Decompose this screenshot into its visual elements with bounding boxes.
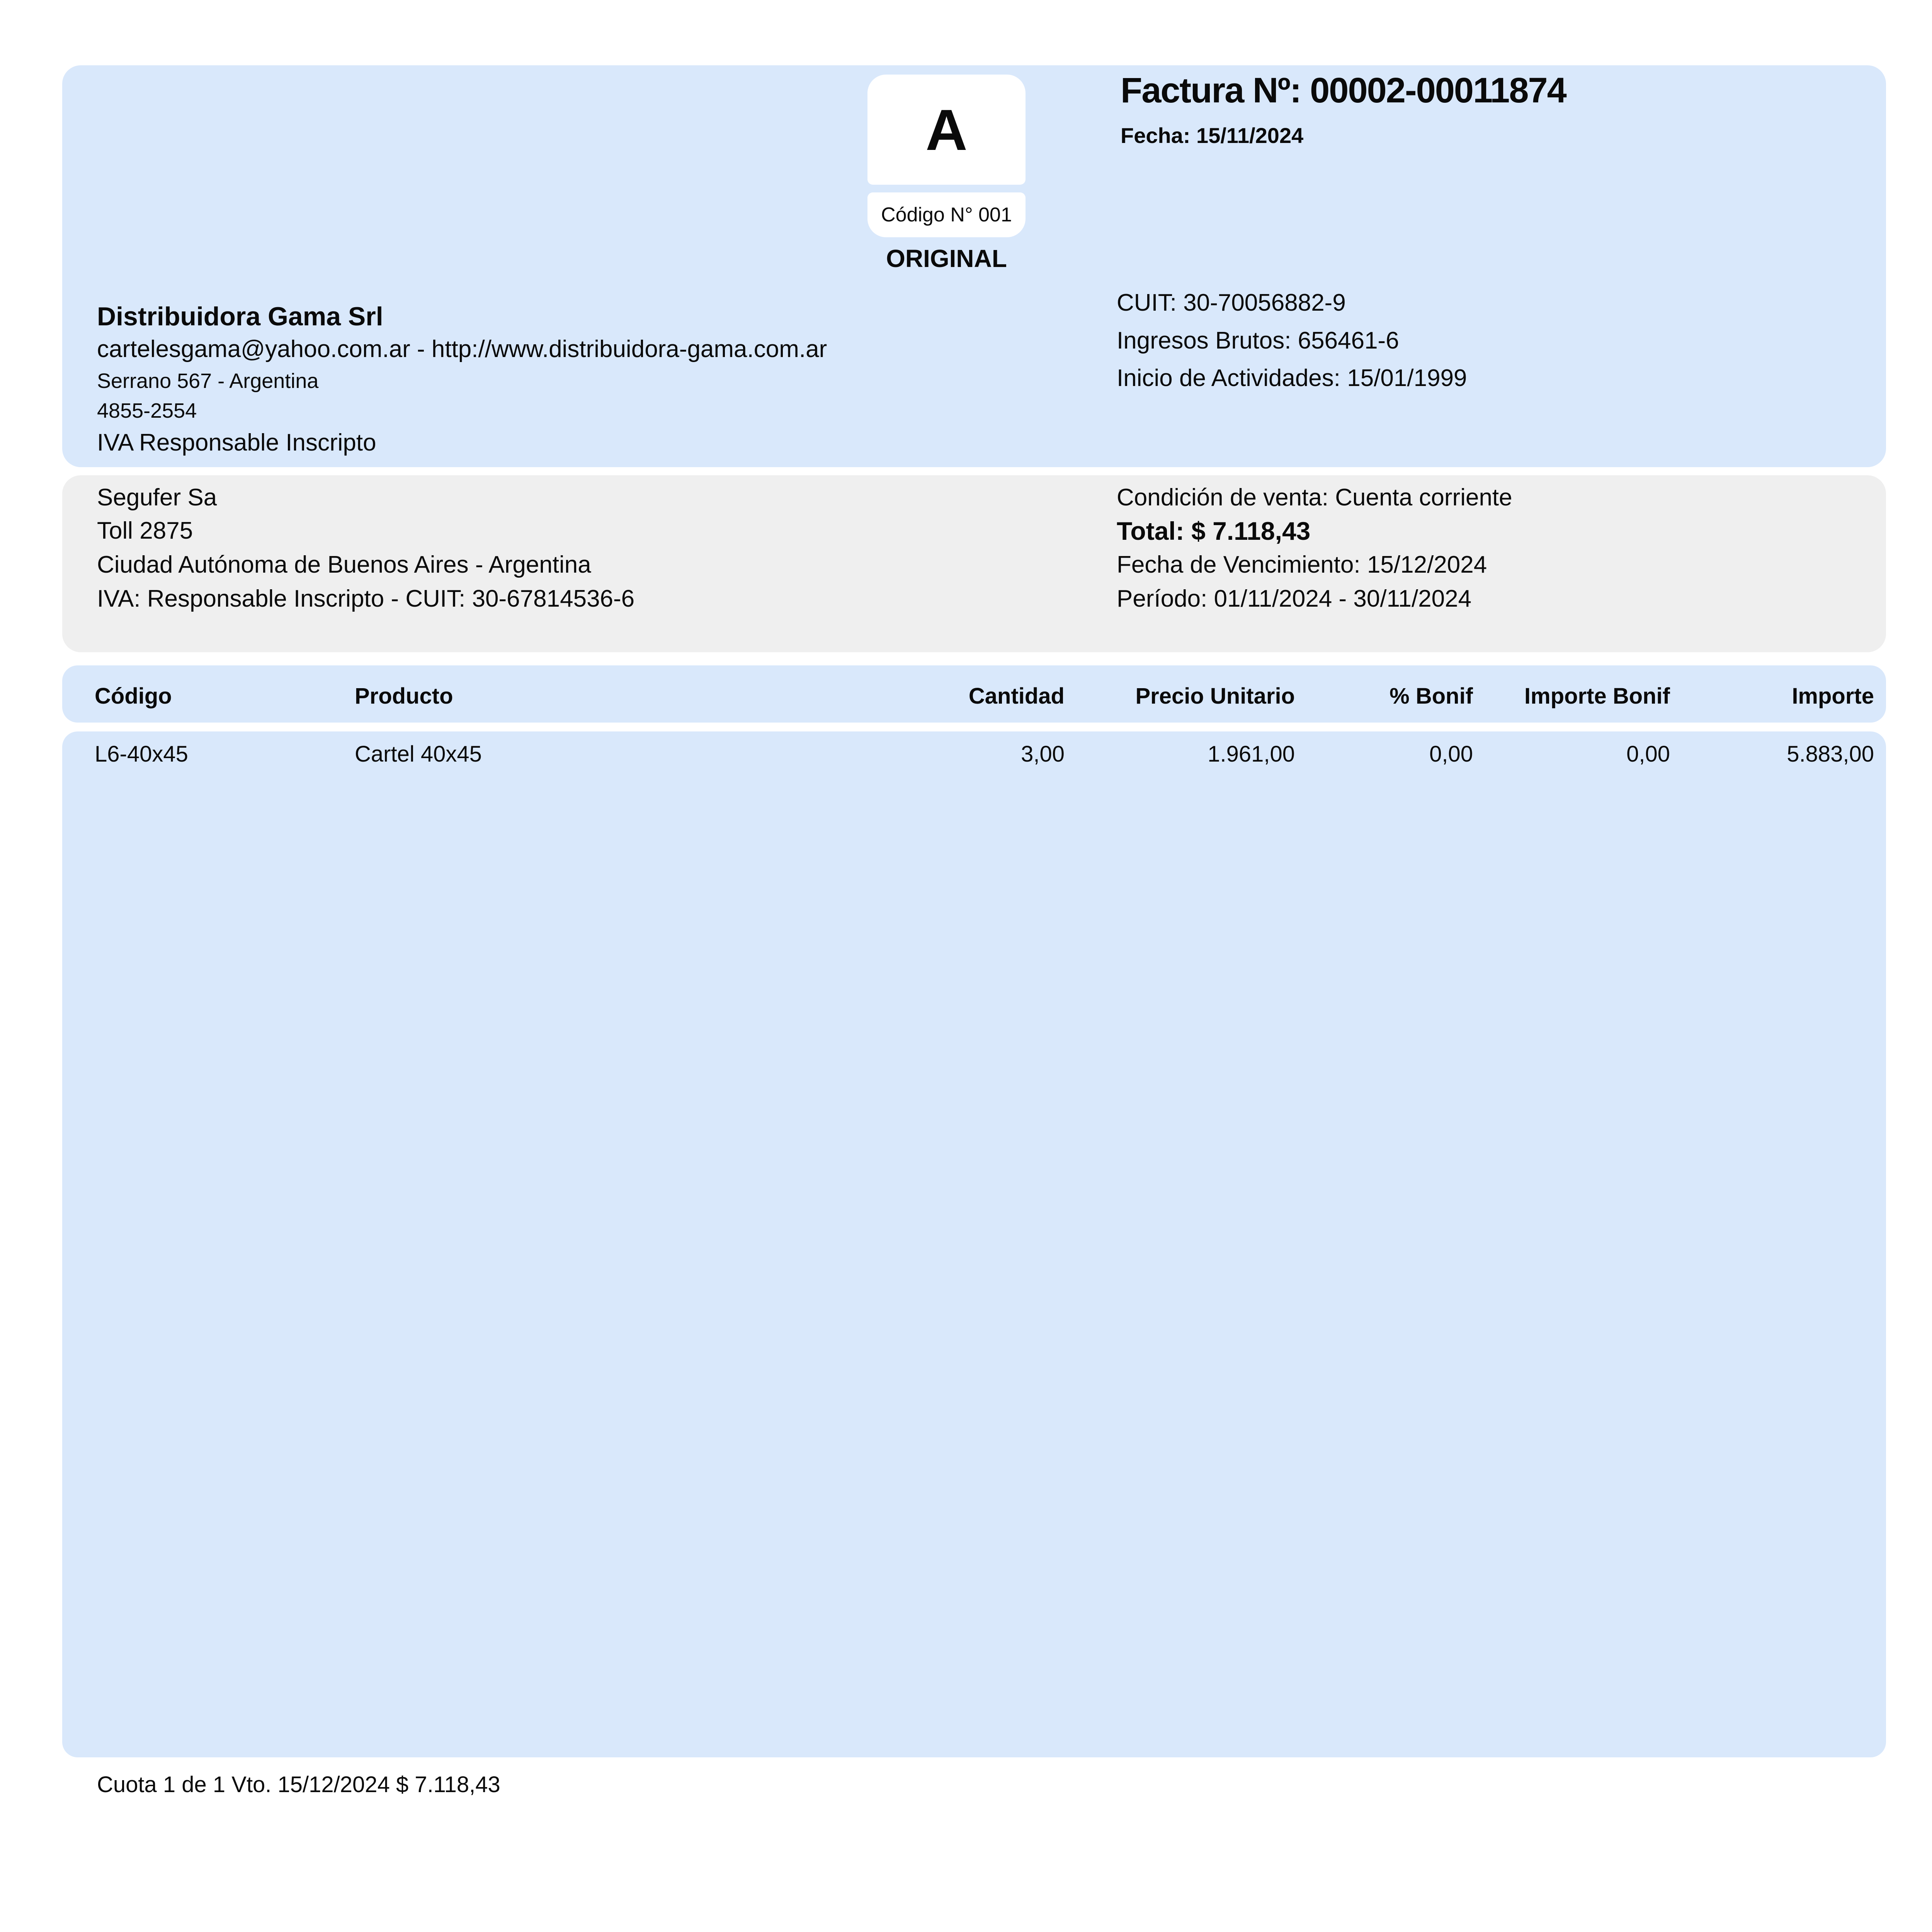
col-header-cantidad: Cantidad — [968, 684, 1065, 709]
item-unit-price: 1.961,00 — [1208, 742, 1295, 767]
col-header-precio-unitario: Precio Unitario — [1135, 684, 1295, 709]
item-bonif-amount: 0,00 — [1626, 742, 1670, 767]
col-header-producto: Producto — [355, 684, 453, 709]
customer-total: Total: $ 7.118,43 — [1117, 517, 1311, 545]
items-header-bar — [62, 665, 1886, 723]
seller-contact: cartelesgama@yahoo.com.ar - http://www.d… — [97, 336, 827, 362]
item-product: Cartel 40x45 — [355, 742, 482, 767]
copy-type-label: ORIGINAL — [886, 245, 1007, 272]
seller-address: Serrano 567 - Argentina — [97, 369, 319, 393]
item-code: L6-40x45 — [95, 742, 188, 767]
invoice-date: Fecha: 15/11/2024 — [1121, 123, 1304, 148]
customer-iva-cuit: IVA: Responsable Inscripto - CUIT: 30-67… — [97, 585, 635, 612]
customer-due-date: Fecha de Vencimiento: 15/12/2024 — [1117, 551, 1487, 578]
col-header-importe: Importe — [1792, 684, 1874, 709]
customer-street: Toll 2875 — [97, 517, 193, 544]
item-qty: 3,00 — [1021, 742, 1065, 767]
installment-note: Cuota 1 de 1 Vto. 15/12/2024 $ 7.118,43 — [97, 1772, 500, 1797]
invoice-letter-code-box: Código N° 001 — [867, 192, 1026, 237]
customer-name: Segufer Sa — [97, 484, 217, 511]
item-amount: 5.883,00 — [1787, 742, 1874, 767]
invoice-title: Factura Nº: 00002-00011874 — [1121, 71, 1567, 110]
col-header-codigo: Código — [95, 684, 172, 709]
seller-phone: 4855-2554 — [97, 399, 197, 422]
sale-condition: Condición de venta: Cuenta corriente — [1117, 484, 1512, 511]
customer-city: Ciudad Autónoma de Buenos Aires - Argent… — [97, 551, 591, 578]
customer-panel — [62, 475, 1886, 652]
seller-name: Distribuidora Gama Srl — [97, 302, 383, 331]
item-bonif-pct: 0,00 — [1429, 742, 1473, 767]
items-body-panel — [62, 731, 1886, 1757]
customer-period: Período: 01/11/2024 - 30/11/2024 — [1117, 585, 1472, 612]
invoice-letter-code: Código N° 001 — [881, 204, 1012, 226]
seller-gross-income: Ingresos Brutos: 656461-6 — [1117, 327, 1399, 354]
seller-iva-status: IVA Responsable Inscripto — [97, 429, 376, 456]
invoice-letter-box: A — [867, 75, 1026, 185]
col-header-pct-bonif: % Bonif — [1389, 684, 1473, 709]
seller-cuit: CUIT: 30-70056882-9 — [1117, 289, 1346, 316]
invoice-letter: A — [925, 97, 968, 162]
seller-activity-start: Inicio de Actividades: 15/01/1999 — [1117, 365, 1467, 391]
col-header-importe-bonif: Importe Bonif — [1524, 684, 1670, 709]
